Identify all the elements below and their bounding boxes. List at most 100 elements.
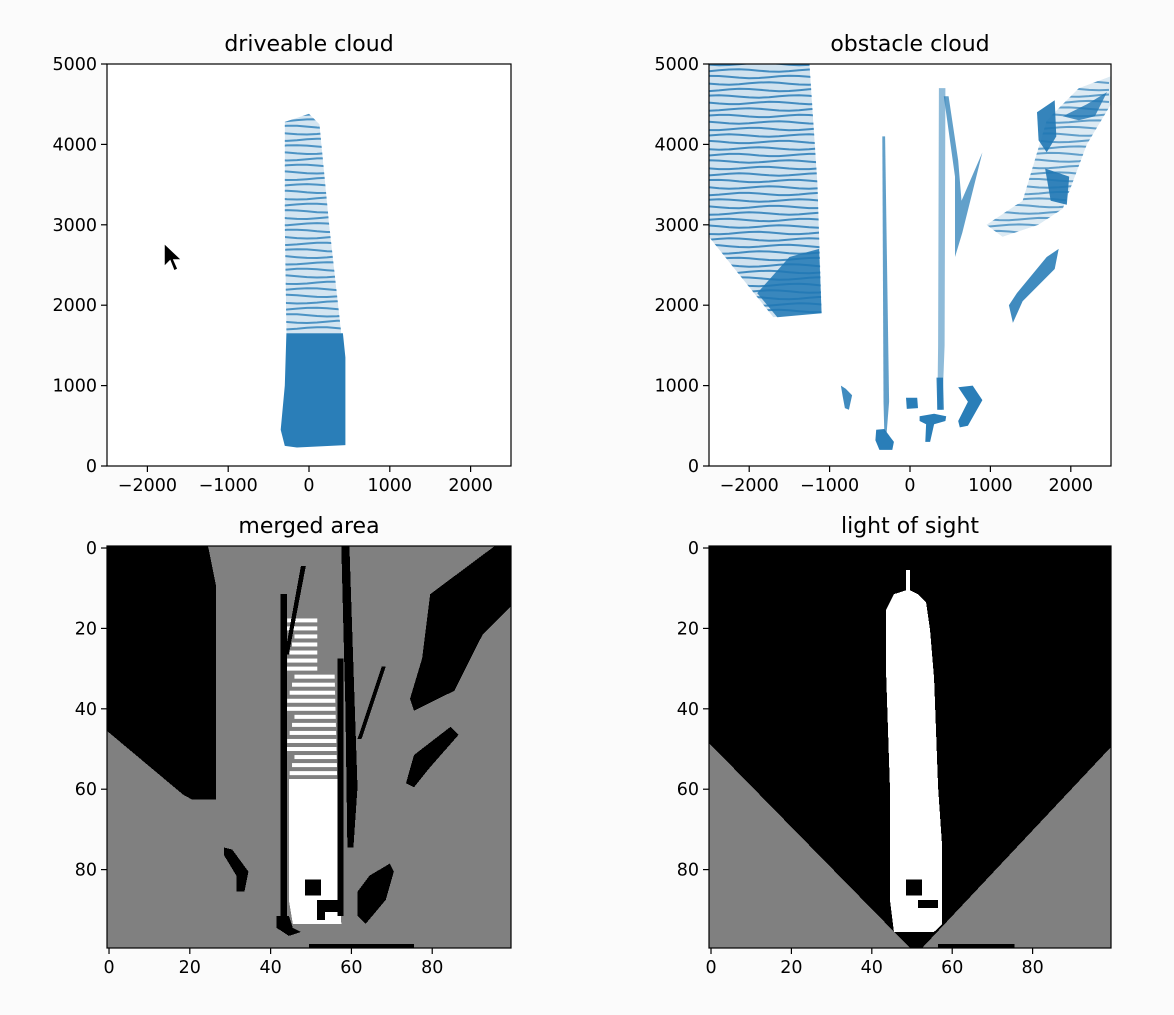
scan-line (709, 107, 822, 112)
y-tick-label: 40 (677, 700, 699, 720)
cell-stripe (289, 650, 318, 655)
cell-stripe (284, 666, 318, 671)
cell-region-bottom-line (309, 944, 414, 948)
cell-region-visible-area (885, 570, 943, 932)
axes-frame (106, 545, 512, 949)
x-tick-label: 40 (861, 958, 883, 978)
x-tick-label: −2000 (720, 476, 779, 496)
scan-line (709, 217, 822, 223)
subplot-title: driveable cloud (224, 32, 393, 57)
scan-line (284, 293, 342, 299)
cell-region-column-left-edge (280, 594, 287, 924)
cell-stripe (287, 698, 338, 703)
scan-line (709, 159, 822, 164)
scan-line (709, 198, 822, 203)
scan-line (284, 176, 342, 182)
scan-line (709, 263, 822, 268)
cell-region-free-column-striped (284, 618, 338, 776)
scan-line (709, 100, 822, 106)
scan-line (986, 151, 1110, 157)
scan-line (709, 237, 822, 242)
scan-line (284, 300, 342, 305)
scan-line (284, 118, 342, 123)
scan-line (986, 177, 1110, 183)
scan-line (709, 204, 822, 210)
y-tick-label: 0 (688, 539, 699, 559)
scan-line (709, 81, 822, 86)
cell-region-vertical-streak (341, 546, 358, 848)
x-tick-label: 80 (421, 958, 443, 978)
point-region-top-right-dense-3 (1062, 92, 1107, 121)
point-region-top-right-dense-1 (1037, 100, 1057, 153)
y-tick-label: 3000 (654, 216, 699, 236)
scan-line (986, 158, 1110, 163)
scan-line (709, 120, 822, 125)
scan-line (709, 191, 822, 197)
scan-line (709, 178, 822, 184)
scan-line (709, 165, 822, 171)
scan-line (709, 94, 822, 99)
scan-line (284, 170, 342, 175)
scan-line (284, 241, 342, 247)
scan-line (986, 184, 1110, 189)
scan-line (709, 139, 822, 145)
y-tick-label: 2000 (654, 296, 699, 316)
scan-line (284, 215, 342, 221)
cell-stripe (294, 714, 338, 719)
subplot-2: obstacle cloud −2000 −1000 0 1000 2000 0 1000 20… (654, 32, 1112, 496)
y-tick-label: 3000 (52, 216, 97, 236)
point-region-top-right-dense-2 (1045, 168, 1070, 205)
cell-stripe (289, 771, 338, 776)
x-tick-label: 0 (904, 476, 915, 496)
scan-line (709, 68, 822, 73)
scan-line (284, 274, 342, 279)
cell-region-bottom-left-bits (276, 915, 301, 936)
point-region-v-shape (943, 96, 983, 257)
scan-line (284, 287, 342, 292)
point-region-line-center (937, 88, 946, 410)
cell-stripe (287, 658, 318, 663)
y-tick-label: 1000 (654, 377, 699, 397)
scan-line (709, 211, 822, 216)
y-tick-label: 20 (677, 619, 699, 639)
x-tick-label: 0 (103, 958, 114, 978)
x-tick-label: 1000 (968, 476, 1013, 496)
x-tick-label: 2000 (1049, 476, 1094, 496)
x-tick-label: 0 (705, 958, 716, 978)
cell-stripe (284, 626, 318, 631)
scan-line (709, 250, 822, 255)
subplot-title: merged area (238, 514, 379, 539)
scan-line (284, 326, 342, 331)
cell-stripe (287, 738, 338, 743)
point-region-pole-left-base (875, 429, 894, 450)
scan-line (284, 189, 342, 195)
scan-line (284, 261, 342, 266)
x-tick-label: −1000 (800, 476, 859, 496)
scan-line (709, 256, 822, 262)
x-tick-label: −2000 (118, 476, 177, 496)
x-tick-label: 2000 (448, 476, 493, 496)
y-tick-label: 0 (86, 457, 97, 477)
cell-region-free-column-solid (288, 779, 342, 924)
subplot-title: light of sight (841, 514, 979, 539)
subplot-title: obstacle cloud (830, 32, 989, 57)
scan-line (709, 276, 822, 281)
y-tick-label: 2000 (52, 296, 97, 316)
cell-stripe (284, 747, 338, 752)
point-region-pole-left (882, 136, 890, 433)
scan-line (284, 222, 342, 227)
x-tick-label: 80 (1021, 958, 1043, 978)
cell-stripe (292, 763, 338, 768)
scan-line (284, 235, 342, 240)
cell-region-small-left-occupied (224, 847, 249, 892)
scan-line (284, 228, 342, 234)
point-region-dense-points (280, 333, 346, 448)
y-tick-label: 1000 (52, 377, 97, 397)
point-region-right-streak (1008, 248, 1059, 323)
scan-line (709, 126, 822, 132)
x-tick-label: 60 (941, 958, 963, 978)
cell-region-bottom-right-bits (317, 899, 342, 920)
scan-line (709, 302, 822, 307)
axes-frame (708, 545, 1112, 949)
